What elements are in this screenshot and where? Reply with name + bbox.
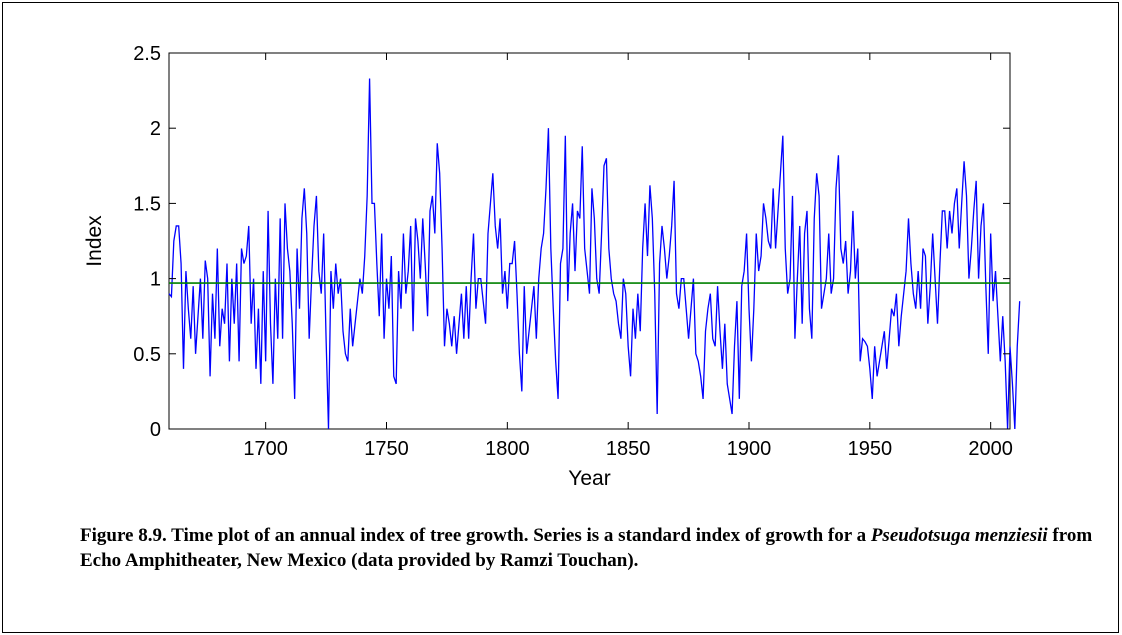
series-layer <box>168 78 1021 430</box>
growth-index-line <box>168 78 1021 430</box>
caption-species: Pseudotsuga menziesii <box>870 525 1048 546</box>
x-tick-label: 2000 <box>968 438 1013 460</box>
y-tick-label: 0.5 <box>133 344 161 366</box>
y-tick-label: 2 <box>150 118 161 140</box>
x-axis: 1700 1750 1800 1850 1900 1950 2000 <box>243 53 1013 460</box>
x-tick-label: 1700 <box>243 438 288 460</box>
y-tick-label: 0 <box>150 419 161 441</box>
x-tick-label: 1750 <box>364 438 409 460</box>
caption-text-2: from Echo Amphitheater, New Mexico (data… <box>80 525 1093 571</box>
y-tick-label: 1 <box>150 269 161 291</box>
figure-caption: Figure 8.9. Time plot of an annual index… <box>80 523 1100 573</box>
x-tick-label: 1950 <box>848 438 893 460</box>
y-axis: 0 0.5 1 1.5 2 2.5 <box>133 43 1010 441</box>
plot-area <box>168 52 1011 430</box>
caption-text-1: Figure 8.9. Time plot of an annual index… <box>80 525 871 546</box>
x-axis-title: Year <box>568 467 610 490</box>
y-tick-label: 2.5 <box>133 43 161 65</box>
x-tick-label: 1900 <box>727 438 772 460</box>
y-tick-label: 1.5 <box>133 193 161 215</box>
y-axis-title: Index <box>83 215 106 267</box>
tree-growth-chart: 1700 1750 1800 1850 1900 1950 2000 0 0.5 1 1.5 2 2.… <box>83 43 1021 490</box>
x-tick-label: 1800 <box>485 438 530 460</box>
x-tick-label: 1850 <box>606 438 651 460</box>
